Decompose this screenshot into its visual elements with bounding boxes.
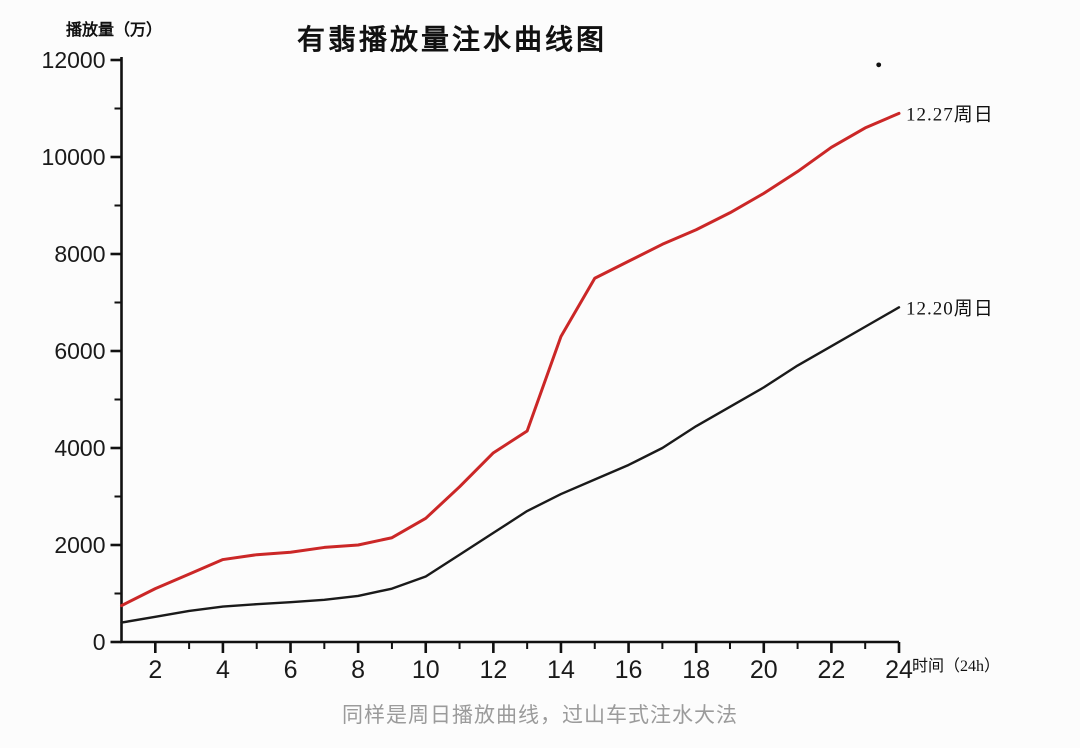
x-tick-label: 14 — [547, 656, 575, 684]
axis-lines — [120, 57, 899, 644]
y-tick-label: 10000 — [42, 144, 106, 170]
x-tick-label: 22 — [817, 656, 845, 684]
x-tick-label: 4 — [216, 656, 230, 684]
chart-title: 有翡播放量注水曲线图 — [296, 25, 608, 56]
series-label-black: 12.20周日 — [906, 298, 994, 320]
y-tick-label: 12000 — [42, 47, 106, 73]
x-tick-label: 24 — [885, 656, 913, 684]
x-tick-label: 2 — [148, 656, 162, 684]
bottom-caption: 同样是周日播放曲线，过山车式注水大法 — [342, 704, 738, 727]
y-tick-label: 2000 — [54, 532, 105, 558]
y-tick-label: 0 — [93, 629, 106, 655]
y-tick-label: 4000 — [54, 435, 105, 461]
stray-dot — [876, 62, 882, 68]
x-tick-label: 20 — [750, 656, 778, 684]
y-tick-label: 8000 — [54, 241, 105, 267]
x-tick-label: 8 — [351, 656, 365, 684]
x-tick-label: 10 — [412, 656, 440, 684]
series-line-0 — [120, 111, 901, 608]
x-axis-label: 时间（24h） — [912, 658, 1001, 675]
y-tick-label: 6000 — [54, 338, 105, 364]
x-tick-label: 18 — [682, 656, 710, 684]
series-line-1 — [120, 306, 901, 624]
x-tick-label: 6 — [284, 656, 298, 684]
x-tick-label: 16 — [615, 656, 643, 684]
series-label-red: 12.27周日 — [906, 104, 994, 126]
x-tick-label: 12 — [479, 656, 507, 684]
y-axis-label: 播放量（万） — [66, 22, 163, 39]
